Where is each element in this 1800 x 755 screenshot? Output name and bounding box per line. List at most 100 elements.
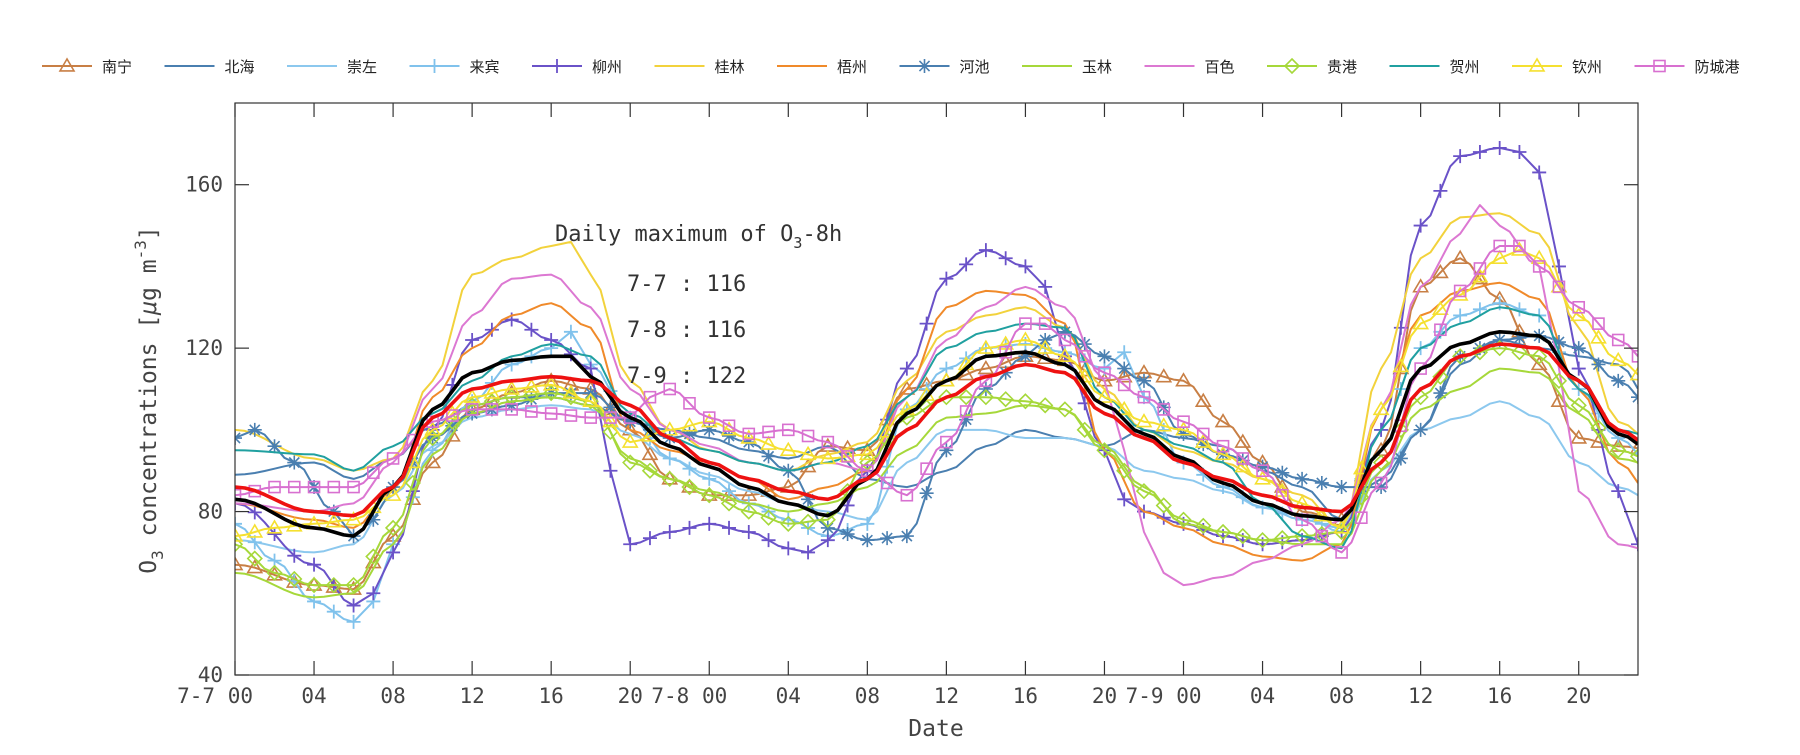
series-10-point bbox=[384, 519, 402, 537]
series-12-point bbox=[700, 413, 718, 428]
series-13-point bbox=[1137, 390, 1151, 404]
series-4-point bbox=[603, 463, 618, 478]
series-7-point bbox=[899, 529, 914, 544]
series-7-point bbox=[1097, 349, 1112, 364]
series-4-point bbox=[346, 598, 361, 613]
series-13-point bbox=[742, 427, 756, 441]
series-0-point bbox=[1412, 278, 1430, 293]
series-10-point bbox=[1254, 532, 1271, 549]
x-tick-label: 20 bbox=[1092, 684, 1117, 708]
series-13-point bbox=[1315, 529, 1329, 543]
x-tick-label: 12 bbox=[459, 684, 484, 708]
series-12-point bbox=[424, 421, 442, 436]
series-7-point bbox=[1512, 330, 1527, 345]
series-7-point bbox=[959, 412, 974, 427]
series-7-point bbox=[978, 382, 993, 396]
series-4-point bbox=[662, 525, 677, 539]
series-13-point bbox=[959, 405, 973, 418]
series-13-point bbox=[683, 396, 696, 410]
legend-label: 河池 bbox=[960, 58, 990, 76]
series-10-point bbox=[1432, 368, 1449, 385]
series-7-point bbox=[741, 435, 756, 450]
series-12-point bbox=[503, 380, 521, 395]
series-0-point bbox=[1234, 433, 1252, 448]
series-13-point bbox=[643, 390, 657, 404]
series-10-point bbox=[235, 536, 244, 553]
legend-marker bbox=[917, 59, 932, 73]
series-13-point bbox=[465, 403, 479, 416]
series-10-point bbox=[799, 513, 817, 530]
series-4-point bbox=[899, 361, 914, 376]
series-7-point bbox=[840, 527, 855, 542]
series-10-point bbox=[1155, 497, 1172, 514]
series-12-point bbox=[878, 423, 896, 438]
series-0-point bbox=[1155, 368, 1173, 383]
annotation-line-7-9: 7-9 : 122 bbox=[627, 364, 746, 389]
series-10-point bbox=[1372, 454, 1390, 471]
series-7-point bbox=[1334, 480, 1349, 495]
legend-entry: 桂林 bbox=[654, 58, 745, 76]
series-4-point bbox=[524, 322, 539, 337]
x-tick-label: 08 bbox=[1329, 684, 1354, 708]
series-12-point bbox=[1629, 366, 1638, 381]
legend-label: 贵港 bbox=[1327, 58, 1357, 76]
series-4-point bbox=[781, 541, 796, 556]
series-4-point bbox=[939, 271, 954, 286]
series-10-point bbox=[1195, 517, 1212, 535]
series-12-point bbox=[443, 404, 461, 420]
series-0-point bbox=[1550, 392, 1568, 407]
series-7-point bbox=[1255, 459, 1270, 474]
legend-label: 梧州 bbox=[837, 58, 867, 76]
series-12-point bbox=[1135, 413, 1153, 428]
series-line-9 bbox=[235, 204, 1638, 587]
series-13-point bbox=[861, 464, 874, 478]
series-13-point bbox=[781, 423, 795, 437]
series-13-point bbox=[1335, 546, 1348, 559]
series-13-point bbox=[1177, 415, 1190, 428]
series-12-point bbox=[1036, 339, 1054, 354]
plot-frame bbox=[234, 102, 1639, 676]
series-10-point bbox=[1037, 397, 1054, 414]
series-13-point bbox=[623, 411, 637, 424]
series-7-point bbox=[702, 422, 717, 437]
legend-marker bbox=[1283, 57, 1301, 75]
series-7-point bbox=[366, 512, 381, 527]
series-10-point bbox=[819, 511, 836, 528]
series-12-point bbox=[325, 513, 343, 528]
series-12-point bbox=[1175, 421, 1192, 436]
x-tick-label: 20 bbox=[1566, 684, 1591, 708]
series-13-point bbox=[880, 476, 894, 490]
series-3-point bbox=[326, 604, 341, 619]
legend-entry: 南宁 bbox=[42, 57, 132, 76]
series-13-point bbox=[525, 405, 538, 418]
series-12-point bbox=[858, 445, 876, 461]
series-7-point bbox=[326, 504, 341, 519]
series-4-point bbox=[1077, 396, 1092, 411]
series-10-point bbox=[720, 495, 738, 512]
y-tick-label: 80 bbox=[198, 500, 223, 524]
series-13-point bbox=[1513, 239, 1526, 253]
series-4-point bbox=[978, 243, 993, 258]
series-13-point bbox=[762, 425, 775, 439]
annotation-line-7-8: 7-8 : 116 bbox=[627, 318, 746, 343]
series-7-point bbox=[1611, 373, 1626, 388]
series-10-point bbox=[958, 389, 975, 406]
legend-entry: 崇左 bbox=[287, 58, 377, 76]
series-12-point bbox=[1115, 400, 1133, 416]
series-4-point bbox=[465, 332, 480, 347]
bold-series-line-0 bbox=[235, 330, 1638, 538]
series-10-point bbox=[1570, 397, 1587, 414]
series-10-point bbox=[1610, 442, 1627, 459]
series-0-point bbox=[977, 359, 995, 375]
series-3-point bbox=[682, 461, 697, 476]
x-tick-label: 08 bbox=[380, 684, 405, 708]
series-4-point bbox=[1571, 361, 1586, 376]
series-4-point bbox=[1038, 279, 1053, 294]
series-10-point bbox=[661, 470, 678, 488]
series-10-point bbox=[543, 384, 560, 402]
series-13-point bbox=[722, 419, 736, 433]
series-7-point bbox=[682, 426, 697, 441]
series-4-point bbox=[583, 361, 598, 376]
series-13-point bbox=[446, 409, 459, 422]
series-10-point bbox=[1234, 527, 1251, 545]
